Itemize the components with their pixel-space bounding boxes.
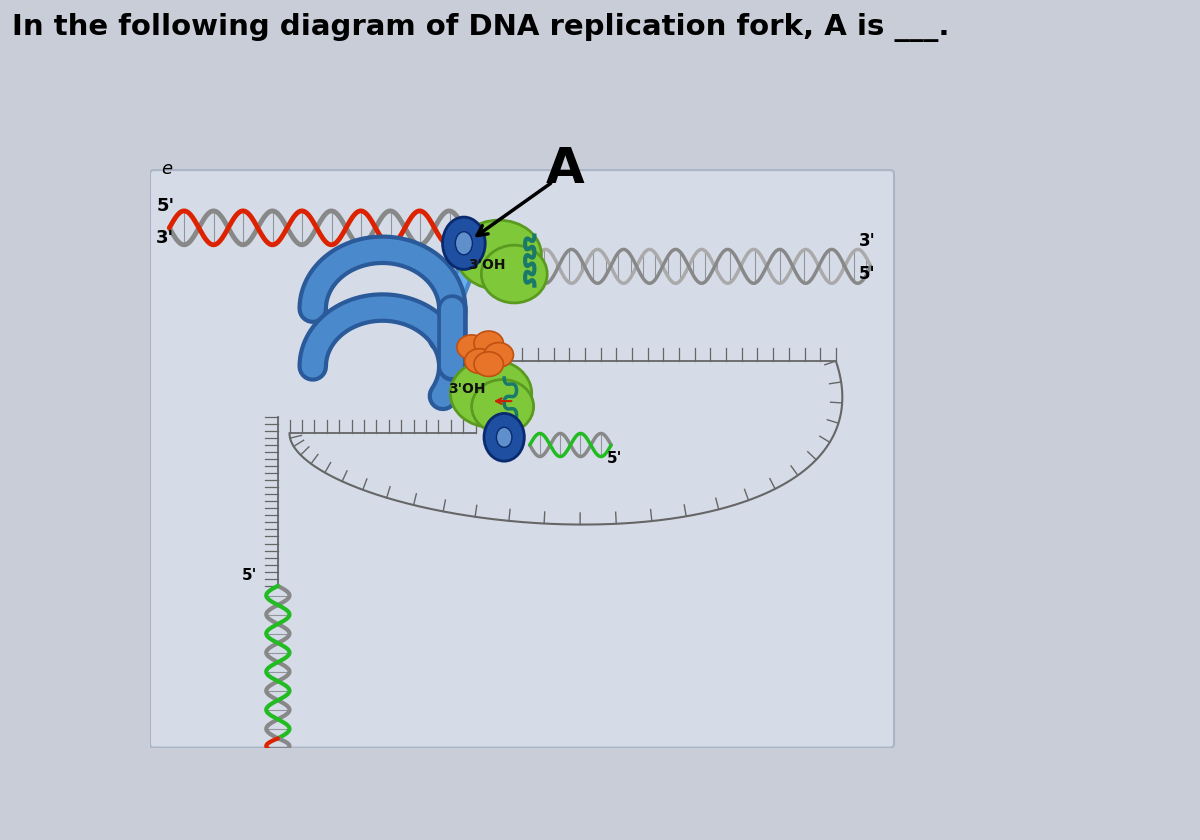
Text: 3'OH: 3'OH	[468, 258, 505, 271]
Ellipse shape	[497, 428, 512, 448]
Ellipse shape	[481, 245, 547, 303]
FancyBboxPatch shape	[150, 170, 894, 748]
Text: 5': 5'	[607, 451, 623, 465]
Ellipse shape	[484, 413, 524, 461]
Ellipse shape	[455, 232, 473, 255]
Ellipse shape	[474, 331, 504, 355]
Text: 3'OH: 3'OH	[449, 382, 486, 396]
Ellipse shape	[472, 380, 534, 433]
Ellipse shape	[474, 352, 504, 376]
Ellipse shape	[457, 335, 486, 360]
Ellipse shape	[456, 220, 541, 290]
Text: e: e	[162, 160, 173, 178]
Ellipse shape	[443, 217, 485, 270]
Text: 5': 5'	[156, 197, 174, 215]
Text: In the following diagram of DNA replication fork, A is ___.: In the following diagram of DNA replicat…	[12, 13, 949, 42]
Ellipse shape	[450, 360, 532, 428]
Text: 5': 5'	[241, 568, 257, 583]
Text: 3': 3'	[156, 229, 174, 247]
Ellipse shape	[464, 349, 494, 373]
Text: 3': 3'	[859, 232, 876, 249]
Text: 5': 5'	[859, 265, 876, 283]
Text: A: A	[545, 144, 584, 192]
Ellipse shape	[484, 343, 514, 367]
